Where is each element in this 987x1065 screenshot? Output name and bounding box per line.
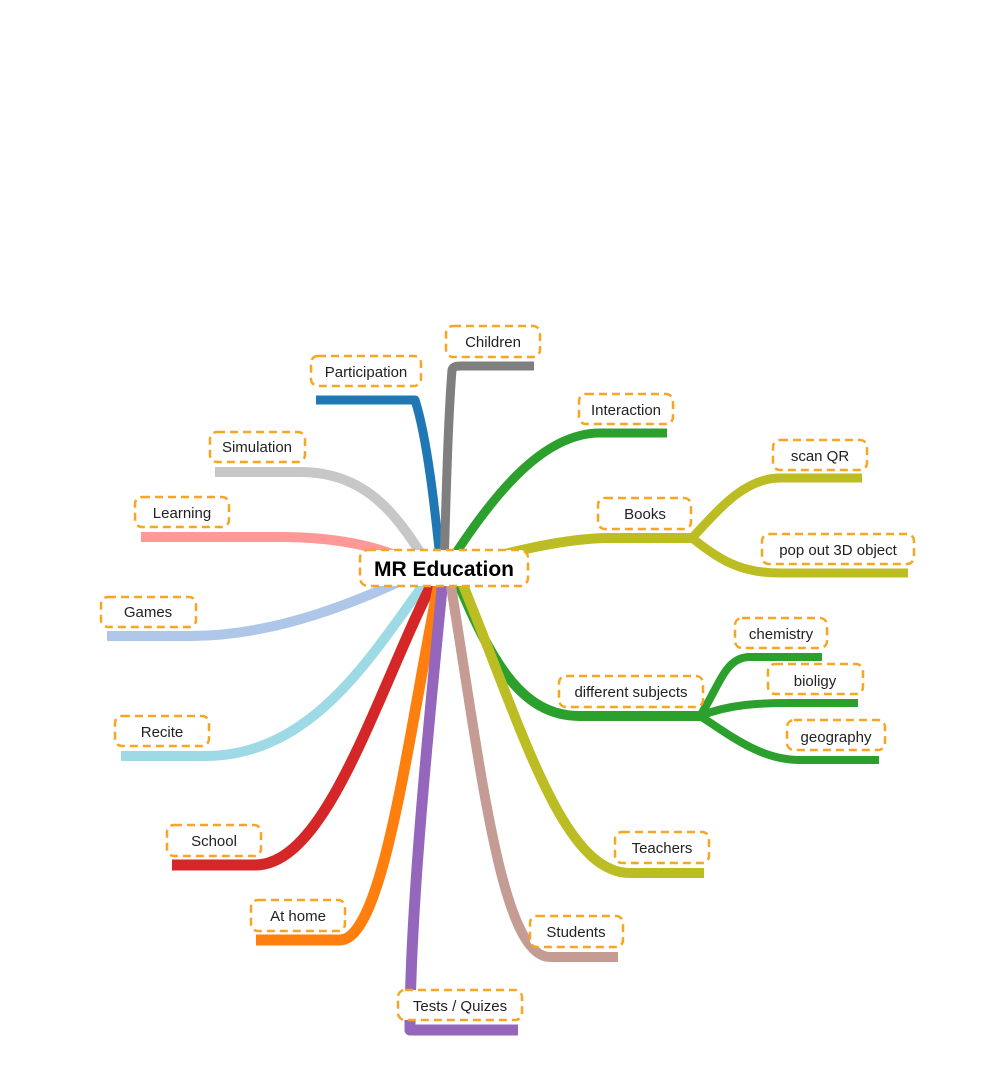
branch-children xyxy=(439,361,534,569)
node-label: Learning xyxy=(153,505,211,522)
node-label: At home xyxy=(270,908,326,925)
node-simulation[interactable]: Simulation xyxy=(208,430,307,464)
branch-pop-out xyxy=(689,534,908,578)
branch-bioligy xyxy=(698,699,858,720)
node-geography[interactable]: geography xyxy=(785,718,887,752)
node-learning[interactable]: Learning xyxy=(133,495,231,529)
node-labels: Participation Children Interaction Simul… xyxy=(99,324,916,1022)
node-label: Participation xyxy=(325,364,408,381)
branch-recite xyxy=(121,564,440,761)
branch-at-home xyxy=(256,566,448,946)
node-label: different subjects xyxy=(574,684,687,701)
node-label: Tests / Quizes xyxy=(413,998,507,1015)
node-label: Games xyxy=(124,604,172,621)
node-teachers[interactable]: Teachers xyxy=(613,830,711,865)
node-recite[interactable]: Recite xyxy=(113,714,211,748)
node-label: Teachers xyxy=(632,840,693,857)
branch-school xyxy=(172,565,445,871)
node-label: Children xyxy=(465,334,521,351)
branch-participation xyxy=(316,395,446,569)
node-label: bioligy xyxy=(794,673,837,690)
branch-scan-qr xyxy=(688,473,862,542)
root-label: MR Education xyxy=(374,558,514,581)
root-node[interactable]: MR Education xyxy=(358,548,530,588)
branch-chemistry xyxy=(696,653,822,719)
node-children[interactable]: Children xyxy=(444,324,542,359)
node-school[interactable]: School xyxy=(165,823,263,858)
branch-teachers xyxy=(451,566,704,878)
branch-interaction xyxy=(442,428,667,571)
node-label: School xyxy=(191,833,237,850)
node-at-home[interactable]: At home xyxy=(249,898,347,933)
node-label: Simulation xyxy=(222,439,292,456)
node-students[interactable]: Students xyxy=(528,914,625,949)
node-books[interactable]: Books xyxy=(596,496,693,531)
node-label: scan QR xyxy=(791,448,850,465)
node-label: Books xyxy=(624,506,666,523)
branch-students xyxy=(443,567,618,962)
node-scan-qr[interactable]: scan QR xyxy=(771,438,869,472)
node-tests[interactable]: Tests / Quizes xyxy=(396,988,524,1022)
node-pop-out[interactable]: pop out 3D object xyxy=(760,532,916,566)
node-bioligy[interactable]: bioligy xyxy=(766,662,865,696)
node-label: Students xyxy=(546,924,605,941)
node-participation[interactable]: Participation xyxy=(309,354,423,388)
node-label: geography xyxy=(801,729,872,746)
node-label: Interaction xyxy=(591,402,661,419)
node-interaction[interactable]: Interaction xyxy=(577,392,675,426)
branch-geography xyxy=(697,712,879,764)
node-label: pop out 3D object xyxy=(779,542,897,559)
branch-simulation xyxy=(215,467,435,571)
node-games[interactable]: Games xyxy=(99,595,198,629)
node-chemistry[interactable]: chemistry xyxy=(733,616,829,650)
node-subjects[interactable]: different subjects xyxy=(557,674,705,709)
node-label: Recite xyxy=(141,724,184,741)
node-label: chemistry xyxy=(749,626,814,643)
